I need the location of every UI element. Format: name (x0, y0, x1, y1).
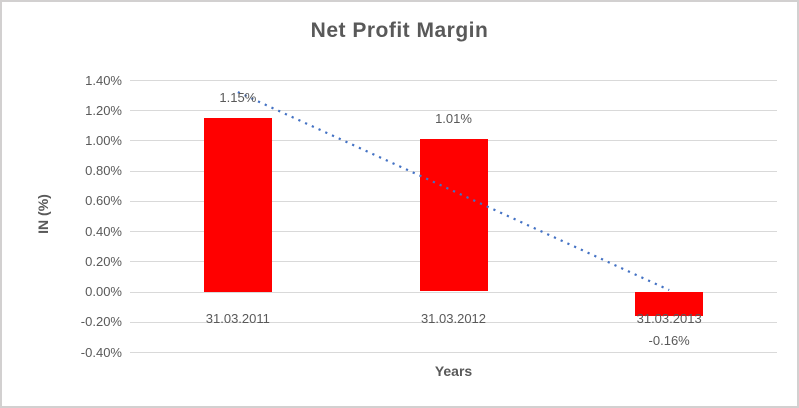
data-label: -0.16% (648, 332, 690, 348)
x-category-label: 31.03.2013 (636, 310, 702, 326)
y-tick-label: 1.40% (85, 72, 122, 88)
data-label: 1.01% (435, 110, 472, 126)
x-category-label: 31.03.2012 (420, 310, 487, 326)
data-label: 1.15% (219, 89, 257, 105)
x-axis-title: Years (434, 363, 473, 379)
y-tick-label: 0.60% (85, 193, 122, 209)
y-tick-label: 0.20% (85, 253, 122, 269)
y-tick-label: -0.40% (80, 344, 122, 360)
y-tick-label: -0.20% (80, 314, 122, 330)
gridline (130, 352, 777, 353)
x-category-label: 31.03.2011 (205, 310, 270, 326)
bar (419, 138, 488, 292)
y-tick-label: 0.00% (85, 284, 122, 300)
y-tick-label: 1.20% (85, 102, 122, 118)
y-tick-label: 0.40% (85, 223, 122, 239)
y-tick-label: 0.80% (85, 163, 122, 179)
y-tick-label: 1.00% (85, 132, 122, 148)
bar (203, 117, 272, 292)
chart-title: Net Profit Margin (310, 19, 489, 42)
gridline (130, 80, 777, 81)
bar (635, 291, 704, 316)
